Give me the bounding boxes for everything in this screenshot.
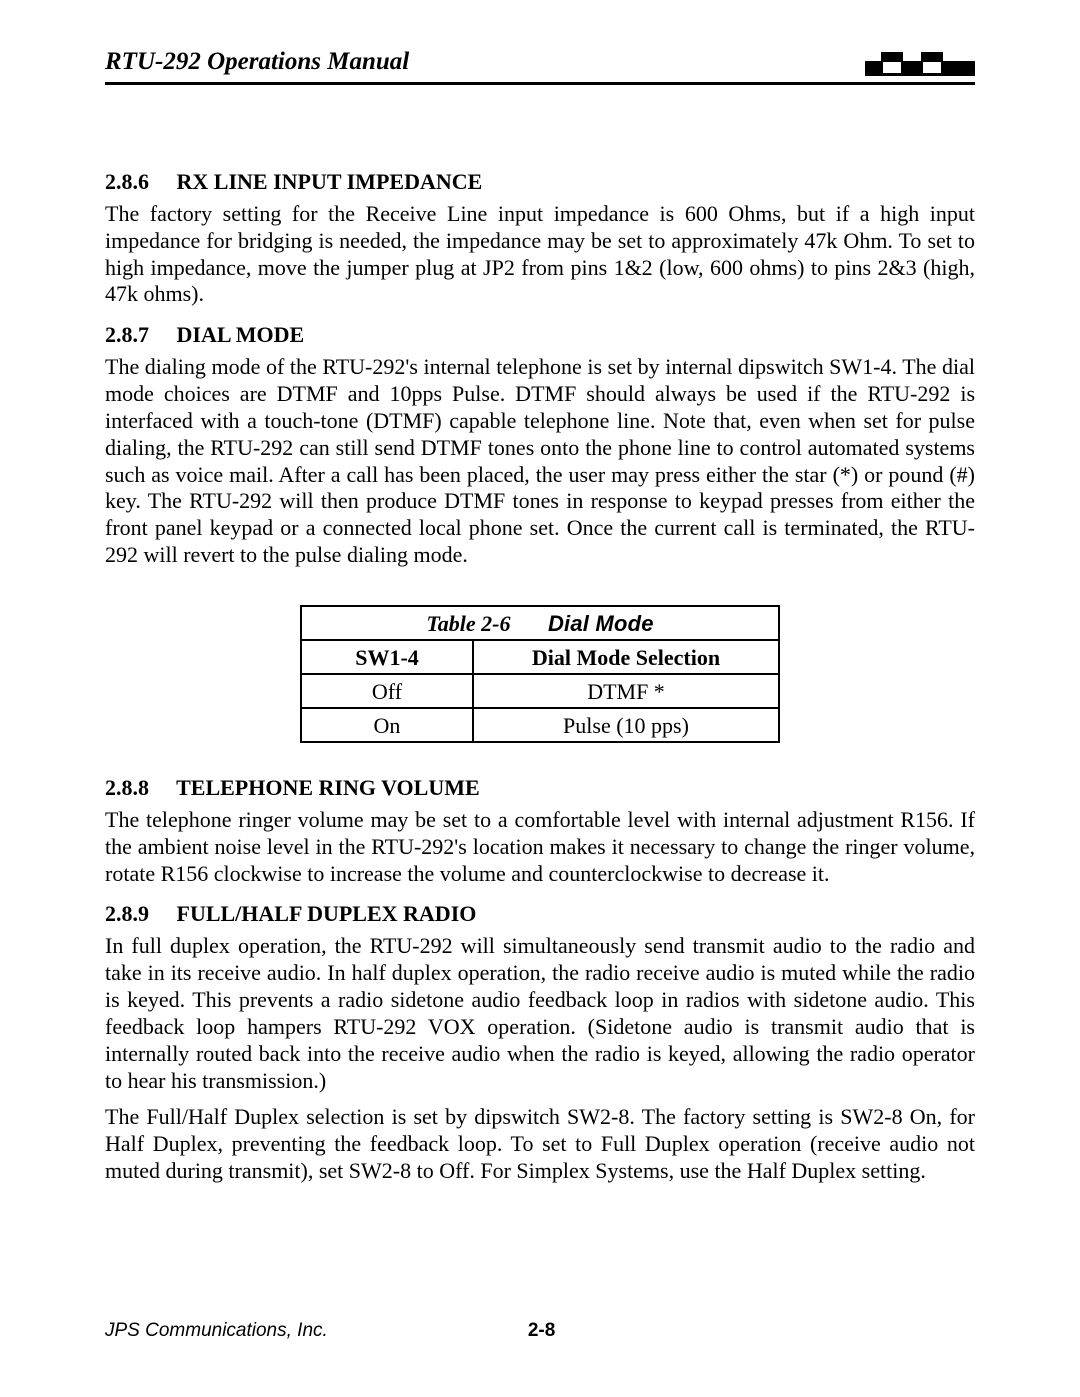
section-heading: 2.8.8 TELEPHONE RING VOLUME: [105, 775, 975, 801]
section-body: The factory setting for the Receive Line…: [105, 201, 975, 308]
section-body: The dialing mode of the RTU-292's intern…: [105, 354, 975, 569]
section-number: 2.8.7: [105, 322, 171, 348]
header-title: RTU-292 Operations Manual: [105, 48, 409, 76]
jps-logo-icon: [865, 50, 975, 76]
table-caption: Table 2-6 Dial Mode: [301, 606, 779, 640]
footer-page-number: 2-8: [528, 1320, 555, 1342]
page: RTU-292 Operations Manual 2.8.6 RX LINE …: [0, 0, 1080, 1397]
section-heading: 2.8.9 FULL/HALF DUPLEX RADIO: [105, 901, 975, 927]
section-heading: 2.8.6 RX LINE INPUT IMPEDANCE: [105, 169, 975, 195]
footer: JPS Communications, Inc. 2-8: [105, 1320, 975, 1342]
section-rx-impedance: 2.8.6 RX LINE INPUT IMPEDANCE The factor…: [105, 169, 975, 308]
table-cell: Off: [301, 674, 473, 708]
section-dial-mode: 2.8.7 DIAL MODE The dialing mode of the …: [105, 322, 975, 569]
table-header-row: SW1-4 Dial Mode Selection: [301, 640, 779, 674]
table-cell: On: [301, 708, 473, 742]
dial-mode-table-wrap: Table 2-6 Dial Mode SW1-4 Dial Mode Sele…: [105, 605, 975, 743]
header: RTU-292 Operations Manual: [105, 48, 975, 76]
table-row: Off DTMF *: [301, 674, 779, 708]
footer-company: JPS Communications, Inc.: [105, 1320, 328, 1342]
table-caption-title: Dial Mode: [548, 611, 654, 636]
section-body-p1: In full duplex operation, the RTU-292 wi…: [105, 933, 975, 1094]
section-title: DIAL MODE: [177, 322, 305, 347]
table-caption-number: Table 2-6: [426, 611, 510, 636]
section-duplex: 2.8.9 FULL/HALF DUPLEX RADIO In full dup…: [105, 901, 975, 1184]
section-title: RX LINE INPUT IMPEDANCE: [177, 169, 483, 194]
section-number: 2.8.8: [105, 775, 171, 801]
section-number: 2.8.9: [105, 901, 171, 927]
section-ring-volume: 2.8.8 TELEPHONE RING VOLUME The telephon…: [105, 775, 975, 887]
table-caption-row: Table 2-6 Dial Mode: [301, 606, 779, 640]
dial-mode-table: Table 2-6 Dial Mode SW1-4 Dial Mode Sele…: [300, 605, 780, 743]
section-body-p2: The Full/Half Duplex selection is set by…: [105, 1104, 975, 1184]
section-number: 2.8.6: [105, 169, 171, 195]
section-body: The telephone ringer volume may be set t…: [105, 807, 975, 887]
table-cell: DTMF *: [473, 674, 779, 708]
section-heading: 2.8.7 DIAL MODE: [105, 322, 975, 348]
section-title: TELEPHONE RING VOLUME: [176, 775, 480, 800]
table-col-header: Dial Mode Selection: [473, 640, 779, 674]
table-row: On Pulse (10 pps): [301, 708, 779, 742]
table-col-header: SW1-4: [301, 640, 473, 674]
table-cell: Pulse (10 pps): [473, 708, 779, 742]
header-rule: [105, 82, 975, 85]
section-title: FULL/HALF DUPLEX RADIO: [177, 901, 477, 926]
